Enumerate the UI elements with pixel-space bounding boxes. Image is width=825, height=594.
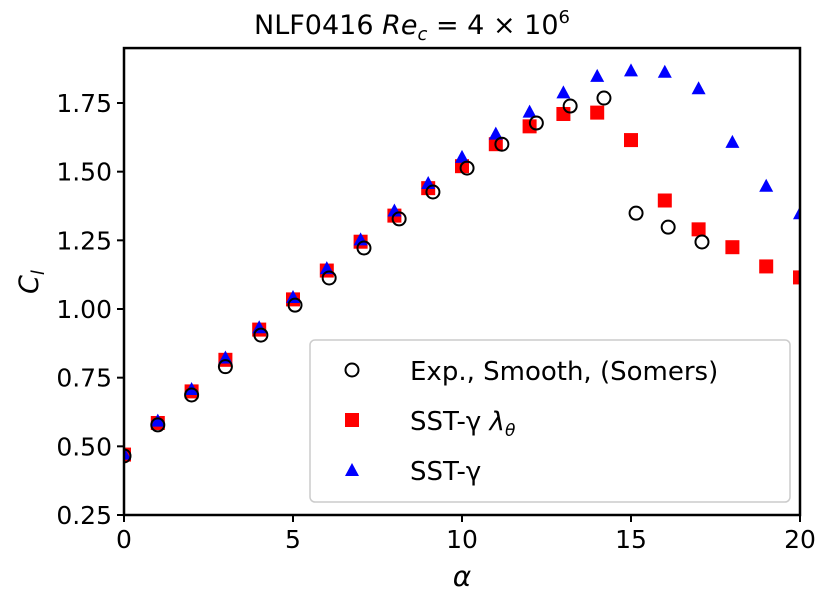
data-point-open-circle: [694, 234, 710, 250]
y-tick-label: 0.50: [56, 432, 112, 461]
data-point-square: [725, 240, 740, 255]
y-axis-label: Cl: [14, 270, 49, 294]
data-point-square: [624, 133, 638, 148]
legend-marker-sst-gamma: [345, 463, 359, 476]
x-tick-label: 20: [784, 525, 816, 554]
legend-box: [309, 339, 791, 503]
data-point-open-circle: [628, 205, 644, 221]
data-point-square: [793, 270, 800, 285]
y-tick-label: 1.00: [56, 295, 112, 324]
data-point-open-circle: [596, 90, 612, 106]
data-point-triangle: [759, 178, 774, 192]
data-point-triangle: [556, 85, 571, 99]
data-point-square: [590, 105, 605, 120]
data-point-triangle: [590, 68, 605, 82]
data-point-triangle: [691, 81, 706, 95]
data-point-open-circle: [287, 297, 303, 313]
data-point-triangle: [793, 206, 800, 220]
legend-label-sst-gamma: SST-γ: [410, 457, 481, 487]
data-point-open-circle: [660, 219, 676, 235]
chart-title: NLF0416 Rec = 4 × 106: [254, 7, 570, 45]
data-point-triangle: [488, 126, 503, 140]
data-point-square: [759, 259, 774, 274]
data-point-open-circle: [459, 160, 475, 176]
x-axis-label: α: [453, 560, 472, 593]
legend-marker-sst-lambda: [345, 413, 359, 427]
legend-marker-exp: [344, 362, 360, 378]
data-point-square: [691, 222, 706, 237]
data-point-open-circle: [217, 359, 233, 375]
x-tick-label: 0: [116, 525, 132, 554]
data-point-triangle: [522, 104, 537, 118]
data-point-open-circle: [425, 184, 441, 200]
data-point-triangle: [657, 64, 672, 78]
data-point-triangle: [725, 134, 740, 148]
y-tick-label: 1.75: [56, 89, 112, 118]
y-tick-label: 1.25: [56, 226, 112, 255]
y-tick-label: 1.50: [56, 158, 112, 187]
data-point-open-circle: [184, 387, 200, 403]
data-point-open-circle: [391, 211, 407, 227]
data-point-open-circle: [150, 417, 166, 433]
legend-label-sst-lambda: SST-γ λθ: [410, 407, 516, 441]
data-point-open-circle: [124, 448, 132, 464]
data-point-open-circle: [356, 240, 372, 256]
x-tick-label: 15: [615, 525, 647, 554]
legend-label-exp: Exp., Smooth, (Somers): [410, 357, 718, 387]
legend: Exp., Smooth, (Somers) SST-γ λθ SST-γ: [309, 339, 791, 503]
data-point-open-circle: [562, 98, 578, 114]
data-point-open-circle: [528, 115, 544, 131]
data-point-triangle: [624, 63, 638, 77]
data-point-open-circle: [253, 327, 269, 343]
plot-marks: [124, 63, 800, 464]
data-point-open-circle: [321, 270, 337, 286]
data-point-square: [522, 119, 537, 134]
data-point-square: [657, 193, 672, 208]
data-point-open-circle: [494, 136, 510, 152]
x-tick-label: 10: [446, 525, 478, 554]
y-tick-label: 0.25: [56, 501, 112, 530]
x-tick-label: 5: [285, 525, 301, 554]
y-tick-label: 0.75: [56, 364, 112, 393]
data-point-triangle: [150, 413, 165, 427]
data-point-triangle: [455, 149, 469, 163]
axes: 0 5 10 15 20 0.25 0.50 0.75 1.00 1.25 1.50 1.75: [56, 46, 816, 554]
